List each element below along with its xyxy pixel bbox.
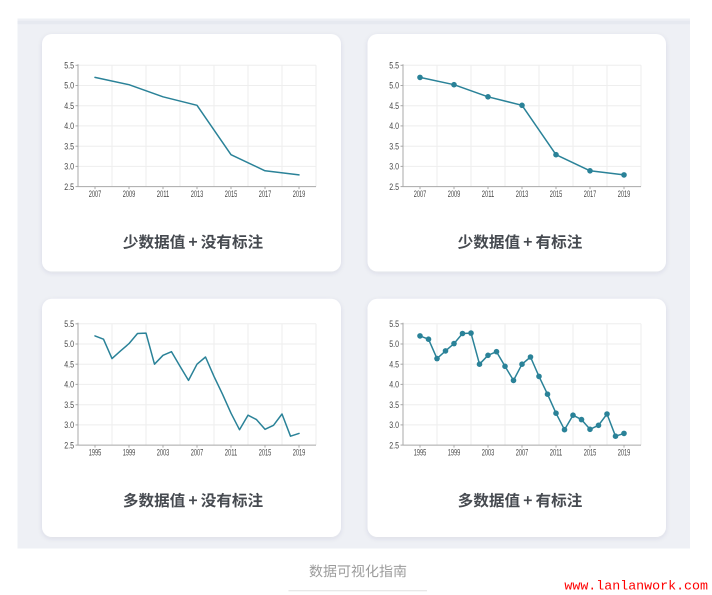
svg-text:5.0: 5.0: [389, 339, 399, 349]
svg-text:2011: 2011: [550, 448, 563, 458]
svg-text:1999: 1999: [123, 448, 136, 458]
svg-text:1999: 1999: [448, 448, 461, 458]
svg-text:2019: 2019: [293, 189, 306, 199]
svg-text:4.0: 4.0: [389, 380, 399, 390]
svg-text:2009: 2009: [123, 189, 136, 199]
svg-text:5.0: 5.0: [389, 81, 399, 91]
svg-text:2011: 2011: [157, 189, 170, 199]
svg-text:2013: 2013: [191, 189, 204, 199]
svg-text:3.0: 3.0: [389, 420, 399, 430]
svg-text:2009: 2009: [448, 189, 461, 199]
svg-text:2.5: 2.5: [389, 440, 399, 450]
svg-text:5.0: 5.0: [64, 339, 74, 349]
svg-text:3.5: 3.5: [64, 400, 74, 410]
svg-text:4.5: 4.5: [64, 359, 74, 369]
svg-text:4.5: 4.5: [64, 101, 74, 111]
svg-text:2011: 2011: [225, 448, 238, 458]
svg-text:2017: 2017: [259, 189, 272, 199]
svg-text:2.5: 2.5: [64, 440, 74, 450]
svg-text:2.5: 2.5: [64, 182, 74, 192]
svg-text:4.5: 4.5: [389, 101, 399, 111]
svg-text:2013: 2013: [516, 189, 529, 199]
svg-text:2003: 2003: [482, 448, 495, 458]
svg-text:1995: 1995: [89, 448, 102, 458]
svg-text:2019: 2019: [293, 448, 306, 458]
svg-text:5.5: 5.5: [389, 61, 399, 71]
svg-text:5.5: 5.5: [64, 319, 74, 329]
svg-text:3.0: 3.0: [64, 420, 74, 430]
svg-text:2007: 2007: [191, 448, 204, 458]
svg-text:2015: 2015: [259, 448, 272, 458]
svg-text:2017: 2017: [584, 189, 597, 199]
svg-text:2015: 2015: [550, 189, 563, 199]
svg-text:2011: 2011: [482, 189, 495, 199]
svg-text:4.0: 4.0: [64, 380, 74, 390]
svg-text:2019: 2019: [618, 448, 631, 458]
svg-text:www.lanlanwork.com: www.lanlanwork.com: [564, 579, 708, 594]
svg-text:4.5: 4.5: [389, 359, 399, 369]
svg-text:2.5: 2.5: [389, 182, 399, 192]
svg-text:3.5: 3.5: [389, 400, 399, 410]
svg-text:2015: 2015: [584, 448, 597, 458]
svg-text:2003: 2003: [157, 448, 170, 458]
svg-text:3.0: 3.0: [64, 162, 74, 172]
svg-text:3.5: 3.5: [64, 141, 74, 151]
svg-text:2015: 2015: [225, 189, 238, 199]
svg-text:5.0: 5.0: [64, 81, 74, 91]
svg-text:4.0: 4.0: [389, 121, 399, 131]
svg-text:3.5: 3.5: [389, 141, 399, 151]
svg-text:5.5: 5.5: [64, 61, 74, 71]
svg-text:2007: 2007: [89, 189, 102, 199]
svg-text:2019: 2019: [618, 189, 631, 199]
svg-text:2007: 2007: [516, 448, 529, 458]
svg-text:4.0: 4.0: [64, 121, 74, 131]
svg-text:1995: 1995: [414, 448, 427, 458]
svg-text:2007: 2007: [414, 189, 427, 199]
svg-text:3.0: 3.0: [389, 162, 399, 172]
svg-text:5.5: 5.5: [389, 319, 399, 329]
